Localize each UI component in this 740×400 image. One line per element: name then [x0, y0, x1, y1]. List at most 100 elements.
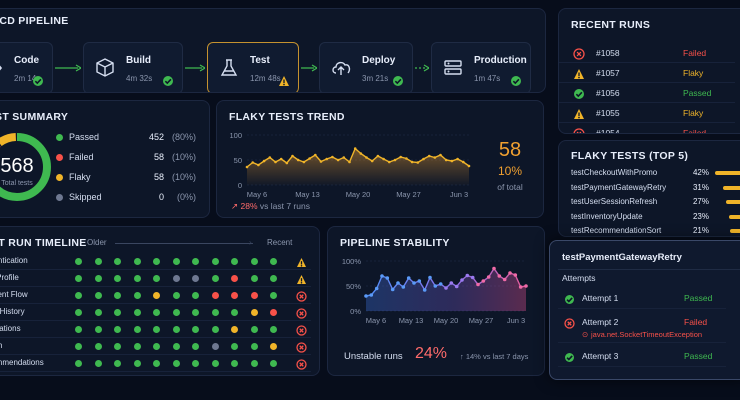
run-result-dot[interactable]: [250, 360, 258, 367]
attempt-row[interactable]: Attempt 1 Passed: [558, 287, 726, 309]
stage-production[interactable]: Production 1m 47s: [431, 42, 531, 92]
run-result-dot[interactable]: [75, 258, 82, 265]
recent-run-row[interactable]: #1058 Failed: [559, 43, 735, 63]
run-result-dot[interactable]: [114, 258, 121, 265]
flaky-test-row[interactable]: testCheckoutWithPromo 42%: [571, 168, 740, 180]
run-result-dot[interactable]: [211, 343, 219, 350]
run-result-dot[interactable]: [94, 292, 102, 299]
run-result-dot[interactable]: [133, 326, 141, 333]
run-result-dot[interactable]: [114, 309, 121, 316]
run-result-dot[interactable]: [94, 258, 102, 265]
run-result-dot[interactable]: [231, 326, 238, 333]
run-result-dot[interactable]: [270, 275, 277, 282]
run-result-dot[interactable]: [114, 326, 121, 333]
stage-test[interactable]: Test 12m 48s: [207, 42, 299, 92]
run-result-dot[interactable]: [250, 292, 258, 299]
recent-run-row[interactable]: #1054 Failed: [559, 123, 735, 133]
run-result-dot[interactable]: [114, 275, 121, 282]
stage-code[interactable]: Code 2m 14s: [0, 42, 53, 92]
run-result-dot[interactable]: [75, 360, 82, 367]
flaky-trend-title: FLAKY TESTS TREND: [229, 111, 345, 123]
run-result-dot[interactable]: [270, 360, 277, 367]
run-result-dot[interactable]: [75, 326, 82, 333]
run-result-dot[interactable]: [250, 326, 258, 333]
run-result-dot[interactable]: [75, 292, 82, 299]
recent-run-row[interactable]: #1055 Flaky: [559, 103, 735, 123]
run-result-dot[interactable]: [270, 309, 277, 316]
run-result-dot[interactable]: [172, 326, 180, 333]
run-result-dot[interactable]: [133, 292, 141, 299]
run-result-dot[interactable]: [211, 309, 219, 316]
run-result-dot[interactable]: [231, 275, 238, 282]
run-result-dot[interactable]: [153, 309, 160, 316]
run-result-dot[interactable]: [75, 309, 82, 316]
run-result-dot[interactable]: [133, 360, 141, 367]
run-result-dot[interactable]: [270, 326, 277, 333]
run-result-dot[interactable]: [192, 258, 199, 265]
attempt-row[interactable]: Attempt 2 Failed ⊙ java.net.SocketTimeout…: [558, 311, 726, 343]
run-result-dot[interactable]: [172, 258, 180, 265]
run-result-dot[interactable]: [192, 309, 199, 316]
x-circle-icon: [573, 127, 585, 133]
run-result-dot[interactable]: [153, 343, 160, 350]
run-result-dot[interactable]: [75, 275, 82, 282]
run-result-dot[interactable]: [231, 258, 238, 265]
run-result-dot[interactable]: [211, 258, 219, 265]
run-result-dot[interactable]: [172, 275, 180, 282]
run-result-dot[interactable]: [250, 258, 258, 265]
run-result-dot[interactable]: [94, 275, 102, 282]
run-result-dot[interactable]: [250, 275, 258, 282]
stage-deploy[interactable]: Deploy 3m 21s: [319, 42, 413, 92]
run-result-dot[interactable]: [192, 343, 199, 350]
run-result-dot[interactable]: [133, 258, 141, 265]
run-result-dot[interactable]: [153, 292, 160, 299]
run-result-dot[interactable]: [211, 275, 219, 282]
run-result-dot[interactable]: [153, 360, 160, 367]
run-result-dot[interactable]: [94, 360, 102, 367]
run-result-dot[interactable]: [192, 360, 199, 367]
run-result-dot[interactable]: [94, 343, 102, 350]
run-result-dot[interactable]: [153, 258, 160, 265]
flaky-test-row[interactable]: testPaymentGatewayRetry 31%: [571, 183, 740, 195]
data-point: [497, 274, 502, 278]
run-result-dot[interactable]: [114, 360, 121, 367]
flaky-test-row[interactable]: testInventoryUpdate 23%: [571, 212, 740, 224]
run-result-dot[interactable]: [172, 360, 180, 367]
run-result-dot[interactable]: [270, 258, 277, 265]
run-result-dot[interactable]: [211, 326, 219, 333]
run-result-dot[interactable]: [75, 343, 82, 350]
run-result-dot[interactable]: [172, 309, 180, 316]
run-result-dot[interactable]: [231, 343, 238, 350]
run-result-dot[interactable]: [192, 292, 199, 299]
run-result-dot[interactable]: [114, 292, 121, 299]
run-result-dot[interactable]: [94, 326, 102, 333]
run-result-dot[interactable]: [231, 292, 238, 299]
run-result-dot[interactable]: [133, 309, 141, 316]
run-result-dot[interactable]: [133, 343, 141, 350]
run-result-dot[interactable]: [94, 309, 102, 316]
run-result-dot[interactable]: [192, 326, 199, 333]
run-result-dot[interactable]: [192, 275, 199, 282]
y-tick-label: 0: [238, 181, 242, 190]
run-result-dot[interactable]: [172, 343, 180, 350]
flaky-test-row[interactable]: testRecommendationSort 21%: [571, 226, 740, 236]
run-result-dot[interactable]: [172, 292, 180, 299]
data-point: [393, 158, 397, 162]
run-result-dot[interactable]: [231, 309, 238, 316]
run-result-dot[interactable]: [270, 343, 277, 350]
run-result-dot[interactable]: [114, 343, 121, 350]
run-result-dot[interactable]: [211, 292, 219, 299]
run-result-dot[interactable]: [211, 360, 219, 367]
recent-run-row[interactable]: #1057 Flaky: [559, 63, 735, 83]
recent-run-row[interactable]: #1056 Passed: [559, 83, 735, 103]
run-result-dot[interactable]: [250, 343, 258, 350]
attempt-row[interactable]: Attempt 3 Passed: [558, 345, 726, 367]
run-result-dot[interactable]: [153, 326, 160, 333]
run-result-dot[interactable]: [250, 309, 258, 316]
stage-build[interactable]: Build 4m 32s: [83, 42, 183, 92]
run-result-dot[interactable]: [231, 360, 238, 367]
run-result-dot[interactable]: [270, 292, 277, 299]
run-result-dot[interactable]: [133, 275, 141, 282]
run-result-dot[interactable]: [153, 275, 160, 282]
flaky-test-row[interactable]: testUserSessionRefresh 27%: [571, 197, 740, 209]
